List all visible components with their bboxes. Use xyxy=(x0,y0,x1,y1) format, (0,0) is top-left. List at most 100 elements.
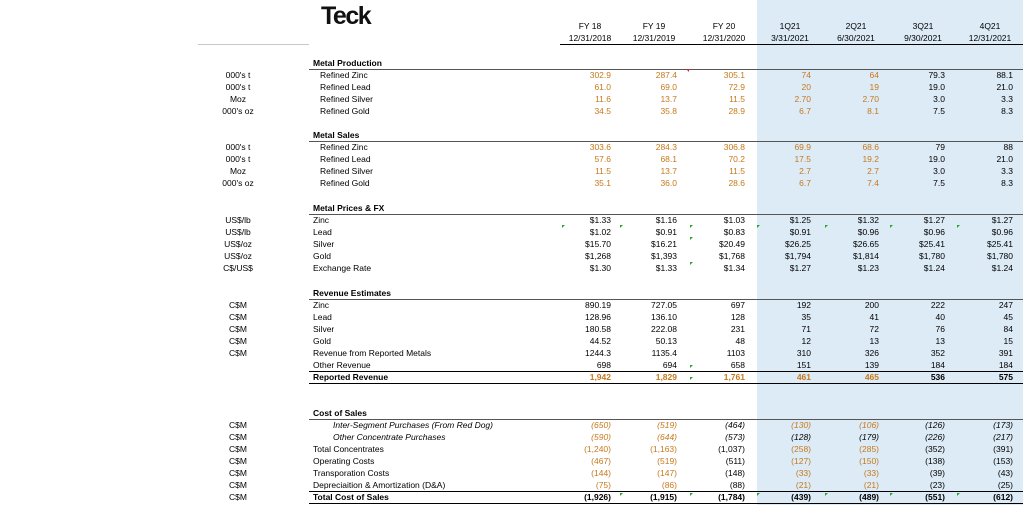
row-label: Refined Lead xyxy=(320,154,371,164)
row-value: (612) xyxy=(993,492,1013,502)
comment-indicator-icon xyxy=(620,225,623,228)
row-unit: 000's t xyxy=(225,154,251,164)
row-value: (1,784) xyxy=(718,492,745,502)
section-rule xyxy=(309,214,1023,215)
row-value: $1.33 xyxy=(655,263,677,273)
row-value: $1.32 xyxy=(857,215,879,225)
section-title-label: Metal Production xyxy=(313,58,382,68)
row-unit: C$M xyxy=(229,492,247,502)
row-value: (226) xyxy=(925,432,945,442)
column-header: 4Q21 12/31/2021 xyxy=(955,20,1023,44)
row-value: 21.0 xyxy=(996,82,1013,92)
column-header-period: FY 18 xyxy=(578,21,602,31)
row-value: 19 xyxy=(869,82,879,92)
section-title: Metal Sales xyxy=(0,129,1023,141)
row-value: $1.27 xyxy=(789,263,811,273)
column-header-period: FY 19 xyxy=(642,21,666,31)
row-value: $1.27 xyxy=(923,215,945,225)
row-value: 8.1 xyxy=(867,106,879,116)
row-value: 231 xyxy=(730,324,745,334)
row-value: 88.1 xyxy=(996,70,1013,80)
row-value: 19.2 xyxy=(862,154,879,164)
section-title: Metal Prices & FX xyxy=(0,202,1023,214)
row-value: 180.58 xyxy=(585,324,611,334)
table-row: C$/US$ Exchange Rate $1.30 $1.33 $1.34 $1.27 $… xyxy=(0,262,1023,274)
row-value: 2.7 xyxy=(799,166,811,176)
column-header-period: 3Q21 xyxy=(912,21,934,31)
column-header-period: 1Q21 xyxy=(779,21,801,31)
row-unit: 000's t xyxy=(225,142,251,152)
row-value: $1.25 xyxy=(789,215,811,225)
row-value: 74 xyxy=(801,70,811,80)
row-value: (126) xyxy=(925,420,945,430)
row-value: (644) xyxy=(657,432,677,442)
table-row: 000's t Refined Zinc 303.6 284.3 306.8 69.9 68… xyxy=(0,141,1023,153)
table-row: Moz Refined Silver 11.5 13.7 11.5 2.7 2.7 3.0 3.… xyxy=(0,165,1023,177)
comment-indicator-icon xyxy=(620,493,623,496)
row-value: (489) xyxy=(859,492,879,502)
row-value: 575 xyxy=(998,372,1013,382)
row-label: Exchange Rate xyxy=(313,263,372,273)
section-title: Revenue Estimates xyxy=(0,287,1023,299)
column-header-date: 3/31/2021 xyxy=(771,33,809,43)
table-row: US$/oz Gold $1,268 $1,393 $1,768 $1,794 $1,814… xyxy=(0,250,1023,262)
row-value: 35 xyxy=(801,312,811,322)
row-label: Total Cost of Sales xyxy=(313,492,389,502)
row-value: 76 xyxy=(935,324,945,334)
comment-indicator-icon xyxy=(757,493,760,496)
section-title: Cost of Sales xyxy=(0,407,1023,419)
column-header-period: FY 20 xyxy=(712,21,736,31)
row-label: Silver xyxy=(313,239,335,249)
row-unit: C$M xyxy=(229,456,247,466)
table-row: Moz Refined Silver 11.6 13.7 11.5 2.70 2.70 3.0… xyxy=(0,93,1023,105)
row-value: 19.0 xyxy=(928,154,945,164)
table-row: C$M Revenue from Reported Metals 1244.3 113… xyxy=(0,347,1023,359)
row-value: (33) xyxy=(863,468,879,478)
row-value: 88 xyxy=(1003,142,1013,152)
row-label: Silver xyxy=(313,324,335,334)
row-value: 326 xyxy=(864,348,879,358)
row-value: 11.6 xyxy=(595,94,611,104)
comment-indicator-icon xyxy=(957,493,960,496)
comment-indicator-icon xyxy=(690,237,693,240)
row-value: 184 xyxy=(998,360,1013,370)
row-value: 184 xyxy=(930,360,945,370)
row-label: Reported Revenue xyxy=(313,372,389,382)
row-value: (86) xyxy=(661,480,677,490)
column-header-date: 9/30/2021 xyxy=(904,33,942,43)
row-value: 2.7 xyxy=(867,166,879,176)
row-value: (144) xyxy=(591,468,611,478)
section-title-label: Cost of Sales xyxy=(313,408,367,418)
row-value: 84 xyxy=(1003,324,1013,334)
section-rule xyxy=(309,69,1023,70)
row-value: 71 xyxy=(801,324,811,334)
row-value: 7.5 xyxy=(933,178,945,188)
table-row: 000's oz Refined Gold 35.1 36.0 28.6 6.7 7.4 7.… xyxy=(0,177,1023,189)
comment-indicator-icon xyxy=(690,493,693,496)
row-value: 48 xyxy=(735,336,745,346)
row-value: 11.5 xyxy=(595,166,611,176)
row-value: 461 xyxy=(796,372,811,382)
comment-indicator-icon xyxy=(890,225,893,228)
row-unit: US$/lb xyxy=(225,215,251,225)
column-header: 3Q21 9/30/2021 xyxy=(888,20,958,44)
row-value: 21.0 xyxy=(996,154,1013,164)
row-label: Refined Silver xyxy=(320,94,373,104)
row-value: $0.96 xyxy=(991,227,1013,237)
row-value: $1.16 xyxy=(655,215,677,225)
row-value: 192 xyxy=(796,300,811,310)
section-title-label: Metal Prices & FX xyxy=(313,203,385,213)
row-value: (464) xyxy=(725,420,745,430)
row-value: 200 xyxy=(864,300,879,310)
row-value: $0.96 xyxy=(923,227,945,237)
row-value: 698 xyxy=(596,360,611,370)
section-rule xyxy=(309,141,1023,142)
row-value: 50.13 xyxy=(655,336,677,346)
row-value: 727.05 xyxy=(651,300,677,310)
row-label: Operating Costs xyxy=(313,456,375,466)
comment-indicator-icon xyxy=(957,225,960,228)
row-value: 6.7 xyxy=(799,106,811,116)
row-value: (88) xyxy=(729,480,745,490)
row-value: 391 xyxy=(998,348,1013,358)
row-value: (511) xyxy=(725,456,745,466)
